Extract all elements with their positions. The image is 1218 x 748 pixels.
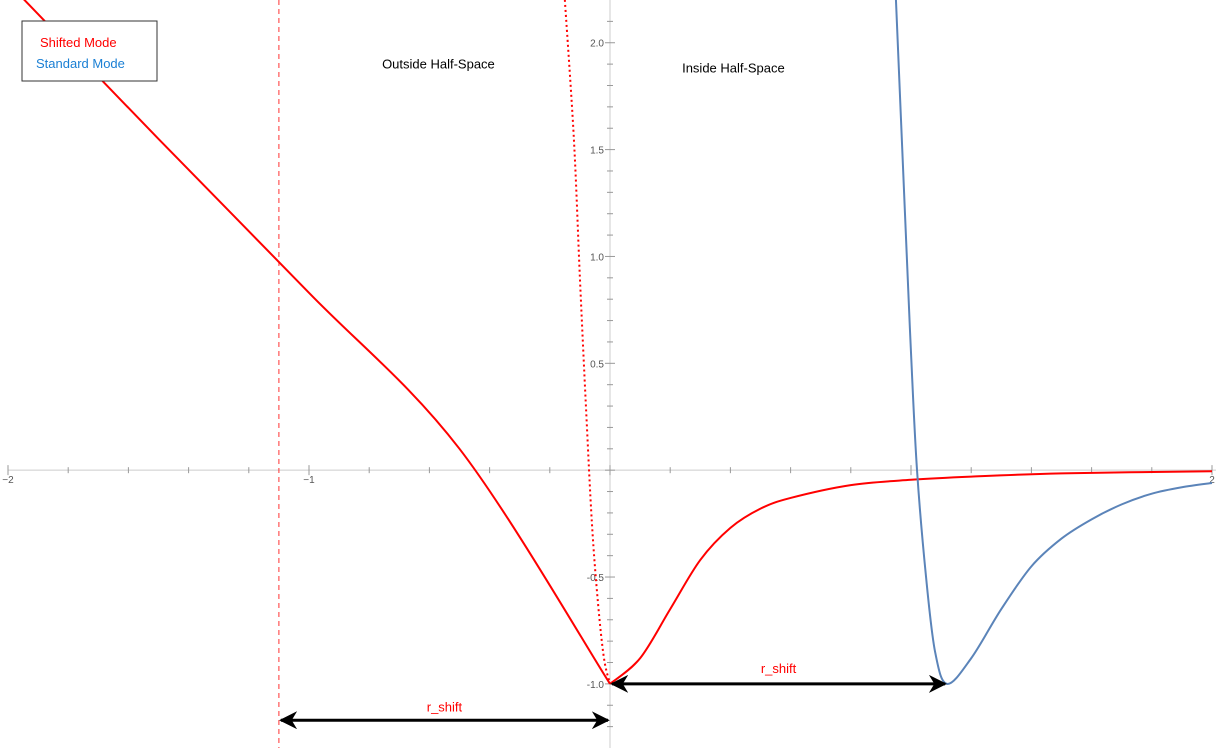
y-tick-label: 0.5 <box>590 359 604 370</box>
legend-box <box>21 20 158 82</box>
y-tick-label: 1.5 <box>590 146 604 157</box>
r-shift-label: r_shift <box>427 700 463 715</box>
y-tick-label: -1.0 <box>587 680 605 691</box>
x-tick-label: −2 <box>2 475 14 486</box>
legend-standard-mode: Standard Mode <box>36 56 125 71</box>
x-tick-label: −1 <box>303 475 315 486</box>
r-shift-label: r_shift <box>761 661 797 676</box>
legend: Shifted Mode Standard Mode <box>21 20 158 82</box>
standard-mode-curve <box>894 0 1213 685</box>
inside-half-space-label: Inside Half-Space <box>682 61 785 76</box>
y-tick-label: 2.0 <box>590 39 604 50</box>
shifted-mode-inside-curve <box>609 470 1213 685</box>
shifted-mode-dotted-curve <box>563 0 611 685</box>
y-tick-label: 1.0 <box>590 252 604 263</box>
annotations: Outside Half-Space Inside Half-Space r_shi… <box>279 56 947 730</box>
x-tick-label: 2 <box>1209 475 1215 486</box>
y-tick-label: -0.5 <box>587 573 605 584</box>
shifted-mode-linear-curve <box>23 0 611 685</box>
legend-shifted-mode: Shifted Mode <box>40 35 117 50</box>
series-layer <box>23 0 1213 685</box>
outside-half-space-label: Outside Half-Space <box>382 56 495 71</box>
